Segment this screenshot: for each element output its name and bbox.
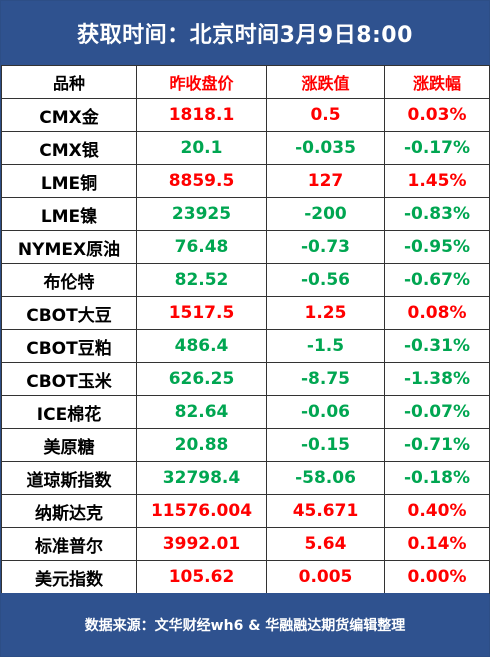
change-percent: 0.00% (384, 560, 490, 594)
commodity-name: NYMEX原油 (1, 230, 137, 264)
commodity-name: CBOT大豆 (1, 296, 137, 330)
previous-close: 11576.004 (136, 494, 267, 528)
table-row: 美原糖 20.88 -0.15 -0.71% (1, 428, 490, 462)
table-body: CMX金 1818.1 0.5 0.03% CMX银 20.1 -0.035 -0.17% LM… (1, 98, 490, 594)
previous-close: 82.52 (136, 263, 267, 297)
change-percent: -0.18% (384, 461, 490, 495)
previous-close: 20.1 (136, 131, 267, 165)
change-value: -8.75 (266, 362, 385, 396)
column-header-name: 品种 (1, 65, 137, 99)
quotes-table: 品种 昨收盘价 涨跌值 涨跌幅 CMX金 1818.1 0.5 0.03% CMX银 20… (1, 65, 490, 594)
table-row: LME镍 23925 -200 -0.83% (1, 197, 490, 231)
table-row: 美元指数 105.62 0.005 0.00% (1, 560, 490, 594)
table-row: CBOT豆粕 486.4 -1.5 -0.31% (1, 329, 490, 363)
commodity-name: 布伦特 (1, 263, 137, 297)
commodity-name: CMX金 (1, 98, 137, 132)
previous-close: 82.64 (136, 395, 267, 429)
change-value: 45.671 (266, 494, 385, 528)
change-percent: -0.17% (384, 131, 490, 165)
previous-close: 486.4 (136, 329, 267, 363)
table-row: NYMEX原油 76.48 -0.73 -0.95% (1, 230, 490, 264)
previous-close: 76.48 (136, 230, 267, 264)
change-value: 127 (266, 164, 385, 198)
change-percent: 0.08% (384, 296, 490, 330)
previous-close: 32798.4 (136, 461, 267, 495)
commodity-name: ICE棉花 (1, 395, 137, 429)
commodity-name: LME铜 (1, 164, 137, 198)
change-percent: -0.83% (384, 197, 490, 231)
change-value: 0.5 (266, 98, 385, 132)
column-header-change: 涨跌值 (266, 65, 385, 99)
change-percent: -1.38% (384, 362, 490, 396)
table-row: 标准普尔 3992.01 5.64 0.14% (1, 527, 490, 561)
change-value: -0.035 (266, 131, 385, 165)
commodity-name: LME镍 (1, 197, 137, 231)
previous-close: 105.62 (136, 560, 267, 594)
change-value: -0.56 (266, 263, 385, 297)
table-row: 布伦特 82.52 -0.56 -0.67% (1, 263, 490, 297)
commodity-name: CMX银 (1, 131, 137, 165)
change-value: 5.64 (266, 527, 385, 561)
change-value: -0.15 (266, 428, 385, 462)
change-value: 0.005 (266, 560, 385, 594)
table-header-row: 品种 昨收盘价 涨跌值 涨跌幅 (1, 65, 490, 99)
previous-close: 20.88 (136, 428, 267, 462)
previous-close: 3992.01 (136, 527, 267, 561)
column-header-pct: 涨跌幅 (384, 65, 490, 99)
table-row: LME铜 8859.5 127 1.45% (1, 164, 490, 198)
change-value: -0.06 (266, 395, 385, 429)
change-value: -200 (266, 197, 385, 231)
change-percent: 1.45% (384, 164, 490, 198)
change-percent: -0.71% (384, 428, 490, 462)
previous-close: 626.25 (136, 362, 267, 396)
change-value: -58.06 (266, 461, 385, 495)
table-row: CMX金 1818.1 0.5 0.03% (1, 98, 490, 132)
column-header-close: 昨收盘价 (136, 65, 267, 99)
change-percent: -0.31% (384, 329, 490, 363)
commodity-name: 道琼斯指数 (1, 461, 137, 495)
change-percent: -0.95% (384, 230, 490, 264)
change-value: 1.25 (266, 296, 385, 330)
table-row: 纳斯达克 11576.004 45.671 0.40% (1, 494, 490, 528)
previous-close: 8859.5 (136, 164, 267, 198)
source-note: 数据来源：文华财经wh6 & 华融融达期货编辑整理 (1, 593, 489, 656)
commodity-name: 美原糖 (1, 428, 137, 462)
previous-close: 1818.1 (136, 98, 267, 132)
change-percent: -0.67% (384, 263, 490, 297)
table-row: CBOT大豆 1517.5 1.25 0.08% (1, 296, 490, 330)
page-title: 获取时间：北京时间3月9日8:00 (1, 1, 489, 65)
change-percent: 0.03% (384, 98, 490, 132)
commodity-name: 纳斯达克 (1, 494, 137, 528)
table-row: CMX银 20.1 -0.035 -0.17% (1, 131, 490, 165)
commodity-name: CBOT豆粕 (1, 329, 137, 363)
previous-close: 1517.5 (136, 296, 267, 330)
change-percent: 0.40% (384, 494, 490, 528)
change-value: -1.5 (266, 329, 385, 363)
commodity-name: CBOT玉米 (1, 362, 137, 396)
table-row: CBOT玉米 626.25 -8.75 -1.38% (1, 362, 490, 396)
table-row: 道琼斯指数 32798.4 -58.06 -0.18% (1, 461, 490, 495)
table-row: ICE棉花 82.64 -0.06 -0.07% (1, 395, 490, 429)
change-percent: 0.14% (384, 527, 490, 561)
commodity-name: 标准普尔 (1, 527, 137, 561)
change-percent: -0.07% (384, 395, 490, 429)
commodity-name: 美元指数 (1, 560, 137, 594)
previous-close: 23925 (136, 197, 267, 231)
change-value: -0.73 (266, 230, 385, 264)
